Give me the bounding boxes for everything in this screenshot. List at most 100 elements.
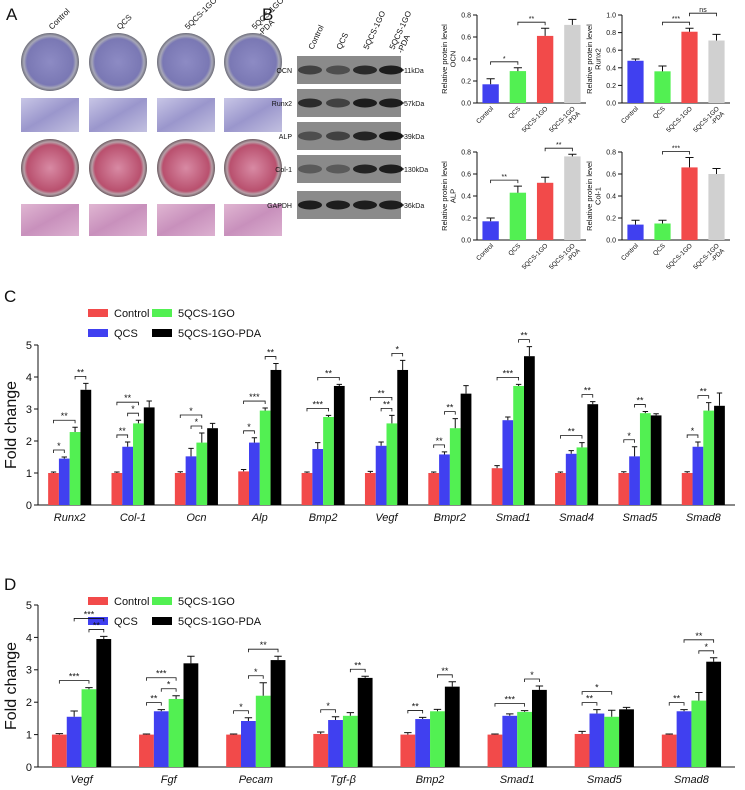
blot-band bbox=[353, 98, 377, 108]
error-bar bbox=[70, 710, 78, 717]
significance-bracket bbox=[380, 408, 393, 412]
significance-bracket bbox=[560, 435, 583, 439]
significance-label: ** bbox=[636, 396, 644, 406]
significance-bracket bbox=[248, 648, 279, 653]
x-tick-label: Smad5 bbox=[623, 512, 659, 524]
error-bar bbox=[418, 716, 427, 720]
bar bbox=[706, 661, 722, 767]
significance-bracket bbox=[524, 678, 540, 682]
bar bbox=[196, 442, 208, 505]
significance-label: * bbox=[595, 683, 599, 693]
significance-label: ** bbox=[568, 427, 576, 437]
micrograph bbox=[157, 98, 215, 132]
significance-label: ** bbox=[436, 436, 444, 446]
error-bar bbox=[85, 687, 93, 690]
micrograph bbox=[224, 98, 282, 132]
significance-bracket bbox=[243, 430, 255, 434]
error-bar bbox=[441, 451, 448, 455]
bar bbox=[333, 385, 345, 505]
bar bbox=[661, 734, 677, 767]
error-bar bbox=[157, 709, 165, 712]
bar bbox=[312, 449, 324, 505]
significance-bracket bbox=[58, 680, 90, 684]
y-tick-label: 4 bbox=[26, 372, 32, 384]
significance-bracket bbox=[433, 444, 445, 448]
y-tick-label: 0.8 bbox=[461, 149, 471, 156]
y-tick-label: 0.6 bbox=[606, 171, 616, 178]
blot-band bbox=[379, 131, 403, 141]
bar bbox=[168, 698, 184, 767]
significance-label: ** bbox=[529, 16, 535, 23]
significance-label: ** bbox=[695, 631, 703, 641]
error-bar bbox=[557, 471, 564, 473]
bar bbox=[270, 369, 282, 505]
significance-label: ** bbox=[446, 403, 454, 413]
legend-swatch bbox=[88, 617, 108, 625]
significance-label: ** bbox=[700, 387, 708, 397]
x-tick-label: Bmp2 bbox=[416, 774, 445, 786]
y-tick-label: 0.0 bbox=[461, 100, 471, 107]
error-bar bbox=[229, 733, 238, 735]
legend-swatch bbox=[152, 597, 172, 605]
x-tick-label: Vegf bbox=[375, 512, 398, 524]
y-tick-label: 4 bbox=[26, 632, 32, 644]
significance-label: ** bbox=[119, 426, 127, 436]
blot-band bbox=[353, 131, 377, 141]
bar bbox=[249, 442, 260, 505]
bar bbox=[183, 663, 199, 767]
significance-bracket bbox=[243, 400, 266, 405]
significance-bracket bbox=[116, 434, 129, 438]
error-bar bbox=[209, 422, 216, 429]
significance-label: *** bbox=[505, 695, 516, 705]
bar bbox=[523, 356, 535, 505]
error-bar bbox=[579, 442, 585, 448]
bar bbox=[513, 385, 524, 505]
significance-bracket bbox=[437, 674, 453, 678]
error-bar bbox=[608, 709, 616, 717]
y-tick-label: 1.0 bbox=[606, 12, 616, 19]
bar bbox=[564, 156, 581, 240]
x-tick-label: Bmpr2 bbox=[434, 512, 466, 524]
significance-label: ** bbox=[354, 660, 362, 670]
y-tick-label: 3 bbox=[26, 404, 32, 416]
legend-swatch bbox=[152, 309, 172, 317]
blot-size-label: 36kDa bbox=[404, 203, 424, 210]
error-bar bbox=[631, 219, 640, 225]
error-bar bbox=[433, 708, 442, 712]
blot-row-label: Runx2 bbox=[272, 101, 292, 108]
y-tick-label: 0 bbox=[26, 762, 32, 774]
significance-bracket bbox=[517, 21, 546, 26]
significance-bracket bbox=[444, 411, 456, 415]
error-bar bbox=[100, 635, 108, 640]
bar bbox=[482, 221, 499, 240]
significance-bracket bbox=[127, 412, 139, 417]
bar bbox=[139, 734, 154, 767]
y-tick-label: 0.4 bbox=[606, 193, 616, 200]
blot-size-label: 39kDa bbox=[404, 134, 424, 141]
significance-bracket bbox=[116, 401, 139, 406]
bar bbox=[587, 404, 599, 505]
error-bar bbox=[568, 18, 577, 25]
error-bar bbox=[135, 419, 142, 424]
error-bar bbox=[631, 446, 638, 457]
significance-bracket bbox=[623, 439, 635, 443]
significance-label: *** bbox=[249, 392, 260, 402]
error-bar bbox=[706, 402, 712, 411]
y-tick-label: 0 bbox=[26, 500, 32, 512]
y-tick-label: 0.0 bbox=[461, 237, 471, 244]
bar bbox=[487, 734, 503, 767]
micrograph bbox=[21, 98, 79, 132]
error-bar bbox=[346, 712, 355, 716]
significance-bracket bbox=[74, 376, 87, 380]
error-bar bbox=[142, 733, 151, 735]
significance-label: *** bbox=[503, 368, 514, 378]
error-bar bbox=[568, 450, 574, 454]
legend-label: 5QCS-1GO bbox=[178, 596, 235, 608]
significance-bracket bbox=[233, 710, 249, 714]
error-bar bbox=[187, 655, 195, 664]
error-bar bbox=[505, 416, 511, 421]
significance-bracket bbox=[668, 702, 685, 706]
bar bbox=[502, 420, 514, 505]
significance-bracket bbox=[88, 629, 105, 633]
error-bar bbox=[336, 383, 342, 386]
